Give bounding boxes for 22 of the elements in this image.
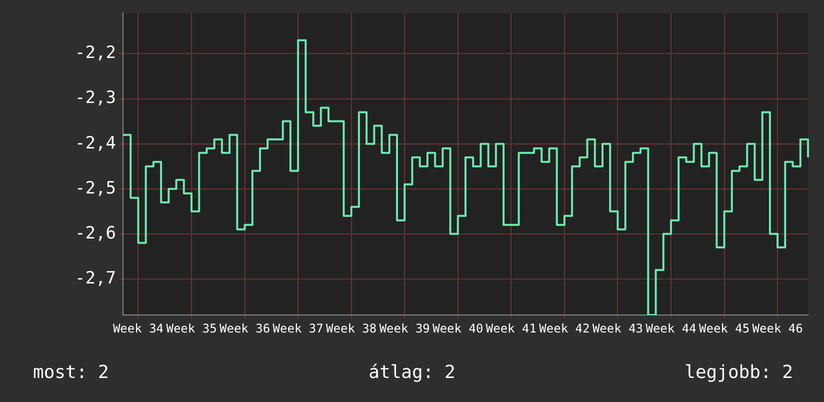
x-tick-label: Week 39: [379, 321, 430, 336]
x-tick-label: Week 44: [646, 321, 696, 336]
x-tick-label: Week 36: [219, 321, 270, 336]
x-tick-label: Week 42: [539, 321, 590, 336]
x-tick-label: Week 34: [112, 321, 164, 336]
y-tick-label: -2,7: [75, 268, 116, 288]
text: legjobb: 2: [684, 362, 793, 383]
x-tick-label: Week 46: [752, 321, 803, 336]
y-tick-label: -2,4: [75, 133, 116, 154]
y-tick-label: -2,6: [75, 223, 116, 244]
x-tick-label: Week 37: [272, 321, 324, 336]
y-tick-label: -2,2: [75, 43, 116, 64]
text: most: 2: [33, 362, 109, 383]
x-tick-label: Week 43: [592, 321, 644, 336]
text: átlag: 2: [368, 362, 456, 383]
x-tick-label: Week 40: [432, 321, 484, 336]
x-tick-label: Week 38: [326, 321, 377, 336]
x-tick-label: Week 41: [486, 321, 536, 336]
x-tick-label: Week 35: [166, 321, 217, 336]
y-tick-label: -2,3: [75, 88, 116, 108]
y-tick-label: -2,5: [75, 178, 116, 198]
x-tick-label: Week 45: [698, 321, 750, 336]
